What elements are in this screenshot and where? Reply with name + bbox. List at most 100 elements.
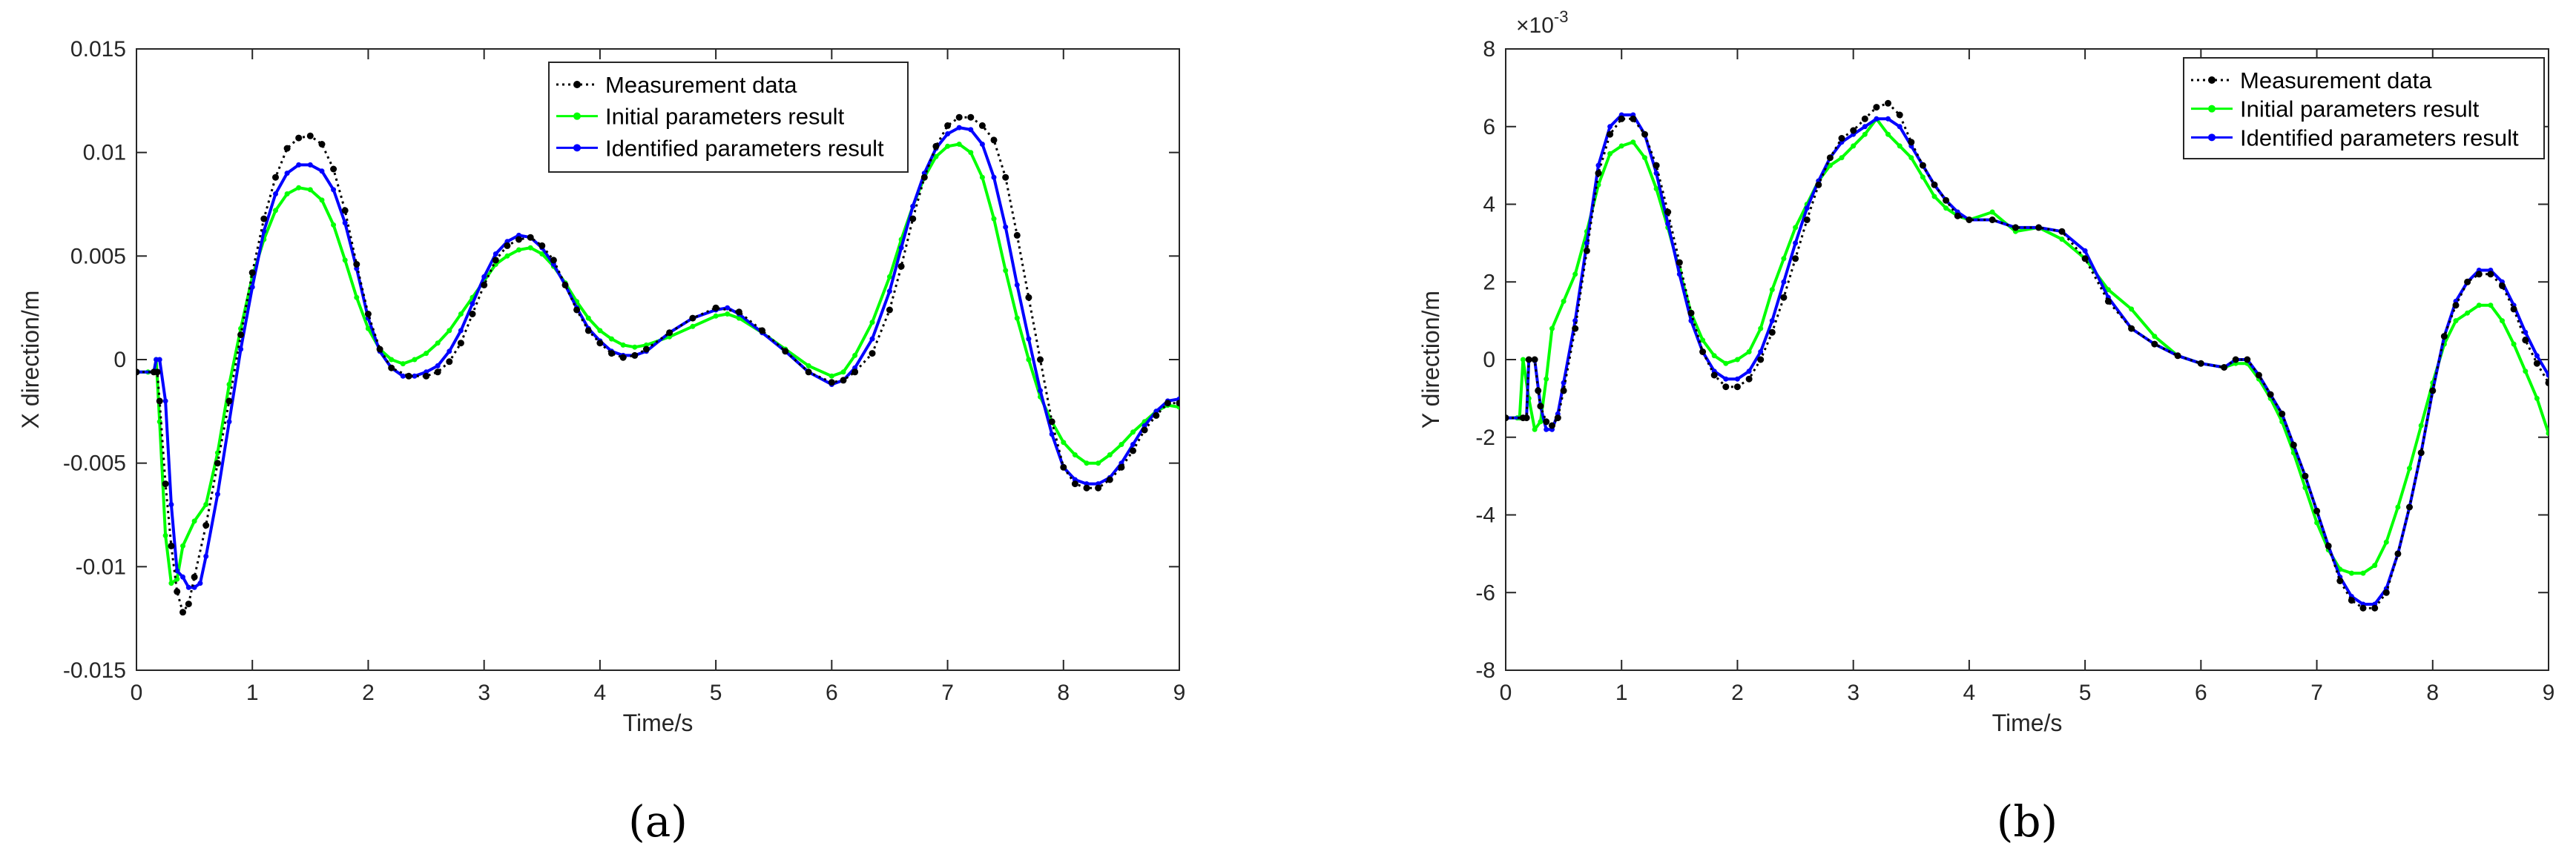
x-tick-label: 3 [1847, 681, 1859, 705]
data-point [1861, 115, 1868, 122]
x-axis-label: Time/s [1992, 710, 2063, 736]
data-point [1176, 400, 1179, 407]
data-point [2336, 578, 2344, 584]
data-point [331, 187, 337, 193]
data-point [191, 573, 198, 581]
data-point [2546, 431, 2549, 436]
data-point [2475, 271, 2483, 278]
data-point [968, 150, 974, 156]
x-tick-label: 6 [826, 681, 838, 705]
data-point [1164, 400, 1171, 407]
data-point [1722, 383, 1730, 391]
data-point [1554, 414, 1561, 422]
data-point [1607, 124, 1613, 130]
chart-panel-b: 0 1 2 3 4 5 6 7 8 9 -8 -6 -4 -2 0 2 4 6 8 ×10-3 Time/s Y dire… [1417, 7, 2554, 847]
data-point [154, 368, 161, 376]
data-point [955, 113, 963, 121]
data-point [2302, 485, 2308, 491]
data-point [596, 340, 604, 347]
data-point [458, 311, 464, 317]
data-point [1781, 279, 1787, 285]
data-point [180, 574, 185, 580]
data-point [1769, 287, 1775, 293]
data-point [1595, 170, 1602, 177]
data-point [365, 325, 371, 331]
data-point [504, 253, 510, 259]
data-point [1839, 155, 1845, 161]
data-point [1885, 131, 1891, 137]
legend-label: Initial parameters result [2240, 96, 2480, 122]
data-point [400, 361, 406, 367]
y-tick-label: -6 [1475, 581, 1495, 605]
data-point [1803, 216, 1811, 223]
data-point [1641, 130, 1648, 138]
data-point [1153, 411, 1160, 419]
data-point [869, 320, 875, 325]
data-point [376, 345, 383, 353]
x-tick-label: 4 [1963, 681, 1976, 705]
data-point [203, 553, 209, 559]
data-point [2372, 563, 2378, 569]
data-point [539, 251, 545, 257]
data-point [1931, 181, 1938, 188]
data-point [897, 262, 905, 270]
data-point [920, 173, 928, 181]
data-point [1665, 221, 1671, 227]
x-tick-label: 4 [594, 681, 607, 705]
data-point [1850, 127, 1857, 134]
x-tick-label: 7 [941, 681, 954, 705]
y-tick-label: 0.005 [70, 244, 126, 268]
data-point [1095, 484, 1102, 492]
data-point [283, 145, 291, 152]
chart-panel-a: 0 1 2 3 4 5 6 7 8 9 -0.015 -0.01 -0.005 0 0.005 0.01 0.0… [17, 37, 1185, 847]
data-point [2151, 340, 2158, 348]
legend-label: Measurement data [2240, 67, 2432, 93]
data-point [619, 354, 627, 361]
data-point [1885, 116, 1891, 122]
legend-label: Identified parameters result [605, 135, 884, 161]
y-axis-label: Y direction/m [1417, 291, 1444, 429]
data-point [2406, 503, 2413, 511]
y-tick-label: -2 [1475, 426, 1495, 450]
data-point [725, 311, 731, 317]
data-point [620, 342, 626, 348]
data-point [690, 323, 696, 329]
data-point [1885, 99, 1891, 107]
data-point [1003, 268, 1009, 274]
data-point [2059, 237, 2065, 242]
data-point [1014, 282, 1020, 288]
data-point [1544, 426, 1549, 432]
data-point [457, 340, 464, 347]
data-point [318, 141, 326, 148]
data-point [1897, 124, 1903, 130]
legend-label: Measurement data [605, 72, 797, 98]
data-point [295, 134, 303, 142]
data-point [1687, 309, 1695, 317]
data-point [191, 518, 197, 524]
y-axis-label: X direction/m [17, 291, 44, 429]
data-point [2348, 570, 2354, 576]
data-point [1096, 460, 1101, 466]
data-point [1537, 403, 1544, 410]
data-point [1758, 349, 1764, 354]
data-point [1943, 196, 1950, 204]
data-point [400, 373, 406, 379]
series-measurement-data [1506, 99, 2549, 612]
data-point [978, 122, 986, 129]
data-point [991, 174, 997, 180]
data-point [1826, 154, 1834, 162]
data-point [2152, 334, 2158, 340]
data-point [2174, 352, 2181, 360]
data-point [2325, 542, 2332, 549]
data-point [2522, 337, 2529, 344]
data-point [1920, 174, 1926, 180]
data-point [1699, 348, 1707, 355]
y-tick-label: 4 [1483, 193, 1495, 217]
data-point [307, 187, 313, 193]
data-point [306, 132, 314, 139]
data-point [2255, 371, 2262, 379]
y-tick-label: 0 [1483, 348, 1495, 372]
data-point [1523, 414, 1530, 422]
data-point [1107, 452, 1113, 457]
data-point [2523, 329, 2529, 335]
